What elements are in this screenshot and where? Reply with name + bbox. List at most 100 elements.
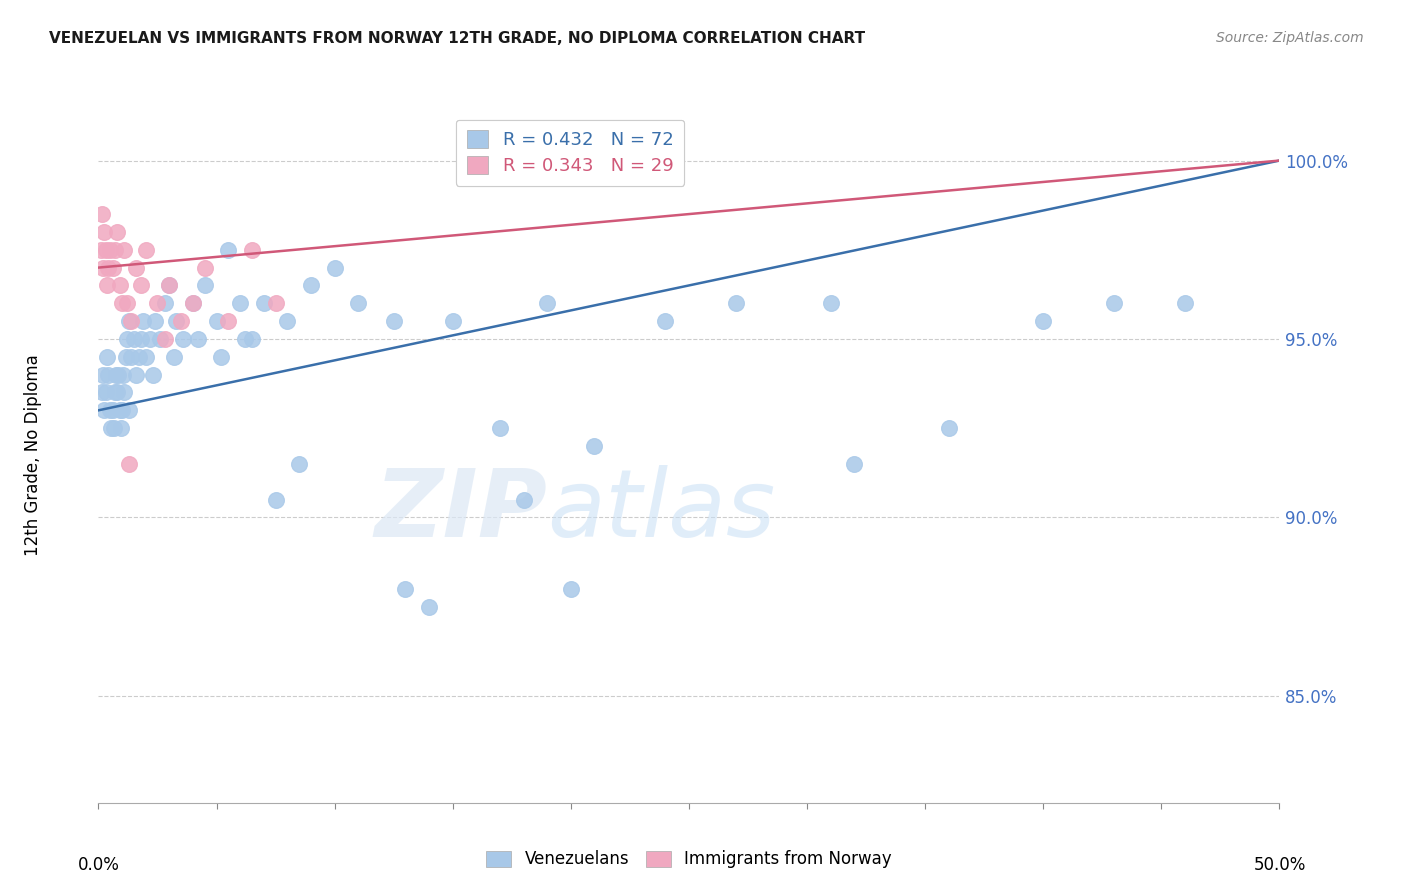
Point bbox=[121, 350, 143, 364]
Point bbox=[229, 296, 252, 310]
Point bbox=[103, 421, 125, 435]
Text: Source: ZipAtlas.com: Source: ZipAtlas.com bbox=[1216, 31, 1364, 45]
Point bbox=[91, 260, 114, 275]
Point bbox=[938, 421, 960, 435]
Point bbox=[820, 296, 842, 310]
Point bbox=[1174, 296, 1197, 310]
Point bbox=[111, 403, 134, 417]
Point bbox=[121, 314, 143, 328]
Point bbox=[118, 403, 141, 417]
Point bbox=[104, 243, 127, 257]
Point bbox=[108, 278, 131, 293]
Point bbox=[96, 278, 118, 293]
Point bbox=[382, 314, 405, 328]
Point bbox=[125, 260, 148, 275]
Legend: Venezuelans, Immigrants from Norway: Venezuelans, Immigrants from Norway bbox=[478, 842, 900, 877]
Point bbox=[97, 260, 120, 275]
Point bbox=[143, 314, 166, 328]
Point bbox=[194, 260, 217, 275]
Point bbox=[194, 278, 217, 293]
Text: 0.0%: 0.0% bbox=[77, 856, 120, 874]
Point bbox=[115, 332, 138, 346]
Point bbox=[122, 332, 145, 346]
Point bbox=[97, 368, 120, 382]
Point bbox=[94, 243, 117, 257]
Point bbox=[264, 296, 287, 310]
Point bbox=[118, 314, 141, 328]
Point bbox=[240, 243, 263, 257]
Point bbox=[253, 296, 276, 310]
Point bbox=[98, 243, 121, 257]
Point bbox=[110, 421, 132, 435]
Point bbox=[205, 314, 228, 328]
Point bbox=[418, 599, 440, 614]
Point bbox=[844, 457, 866, 471]
Text: 12th Grade, No Diploma: 12th Grade, No Diploma bbox=[24, 354, 42, 556]
Point bbox=[187, 332, 209, 346]
Point bbox=[93, 225, 115, 239]
Point bbox=[94, 385, 117, 400]
Text: VENEZUELAN VS IMMIGRANTS FROM NORWAY 12TH GRADE, NO DIPLOMA CORRELATION CHART: VENEZUELAN VS IMMIGRANTS FROM NORWAY 12T… bbox=[49, 31, 865, 46]
Point bbox=[96, 350, 118, 364]
Point bbox=[172, 332, 194, 346]
Point bbox=[112, 243, 135, 257]
Point bbox=[93, 403, 115, 417]
Point bbox=[654, 314, 676, 328]
Point bbox=[135, 350, 157, 364]
Point bbox=[725, 296, 748, 310]
Point bbox=[146, 296, 169, 310]
Point bbox=[441, 314, 464, 328]
Point bbox=[129, 332, 152, 346]
Point bbox=[129, 278, 152, 293]
Point bbox=[1102, 296, 1125, 310]
Point bbox=[135, 243, 157, 257]
Point bbox=[157, 278, 180, 293]
Point bbox=[347, 296, 370, 310]
Point bbox=[276, 314, 298, 328]
Point bbox=[101, 260, 124, 275]
Point bbox=[181, 296, 204, 310]
Point bbox=[111, 296, 134, 310]
Point bbox=[299, 278, 322, 293]
Point bbox=[142, 368, 165, 382]
Point bbox=[105, 368, 128, 382]
Point bbox=[264, 492, 287, 507]
Point bbox=[107, 368, 129, 382]
Point bbox=[394, 582, 416, 596]
Point bbox=[91, 207, 114, 221]
Point bbox=[90, 243, 112, 257]
Text: atlas: atlas bbox=[547, 465, 776, 556]
Point bbox=[288, 457, 311, 471]
Point bbox=[128, 350, 150, 364]
Text: 50.0%: 50.0% bbox=[1253, 856, 1306, 874]
Point bbox=[112, 385, 135, 400]
Point bbox=[217, 314, 239, 328]
Point bbox=[98, 403, 121, 417]
Point bbox=[105, 385, 128, 400]
Text: ZIP: ZIP bbox=[374, 465, 547, 557]
Point bbox=[132, 314, 155, 328]
Point bbox=[512, 492, 534, 507]
Point bbox=[153, 332, 176, 346]
Point bbox=[139, 332, 162, 346]
Point bbox=[101, 403, 124, 417]
Point bbox=[181, 296, 204, 310]
Point bbox=[165, 314, 187, 328]
Legend: R = 0.432   N = 72, R = 0.343   N = 29: R = 0.432 N = 72, R = 0.343 N = 29 bbox=[456, 120, 685, 186]
Point bbox=[489, 421, 512, 435]
Point bbox=[100, 421, 122, 435]
Point bbox=[209, 350, 232, 364]
Point bbox=[536, 296, 558, 310]
Point bbox=[91, 368, 114, 382]
Point bbox=[114, 350, 136, 364]
Point bbox=[1032, 314, 1054, 328]
Point bbox=[118, 457, 141, 471]
Point bbox=[217, 243, 239, 257]
Point bbox=[323, 260, 346, 275]
Point bbox=[583, 439, 606, 453]
Point bbox=[233, 332, 256, 346]
Point bbox=[240, 332, 263, 346]
Point bbox=[112, 368, 135, 382]
Point bbox=[153, 296, 176, 310]
Point bbox=[560, 582, 582, 596]
